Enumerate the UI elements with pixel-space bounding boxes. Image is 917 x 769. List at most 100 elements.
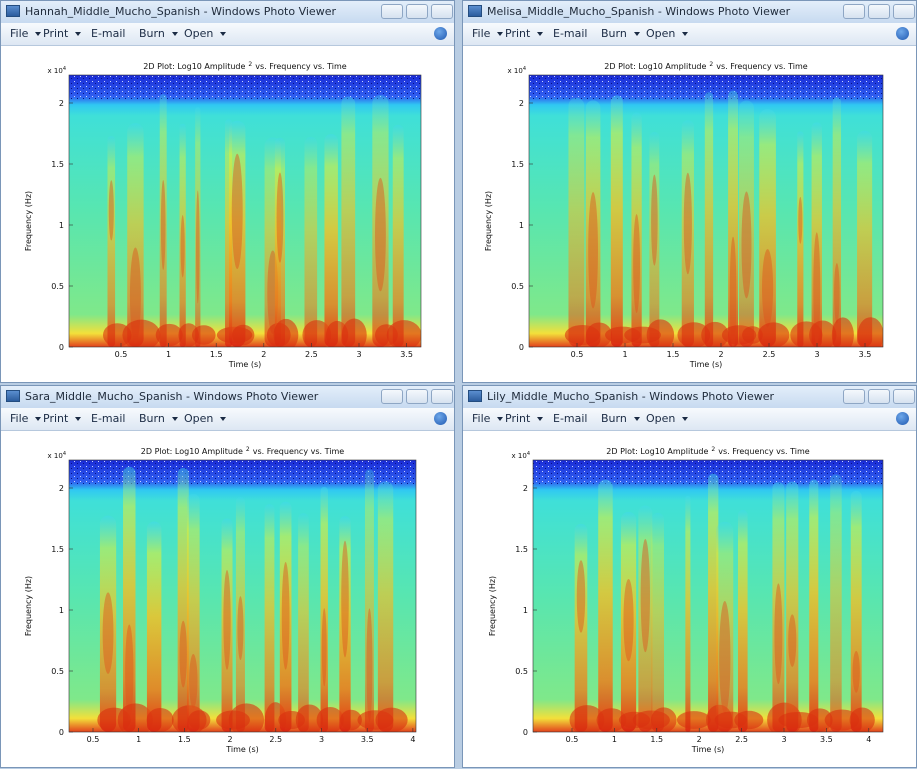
speech-burst	[809, 480, 818, 732]
formant-energy	[181, 215, 185, 277]
maximize-button[interactable]	[406, 4, 428, 19]
spectrogram	[69, 460, 416, 738]
menu-item[interactable]: E-mail	[553, 27, 588, 40]
menu-item[interactable]: Open	[646, 27, 688, 40]
speech-burst	[738, 510, 748, 732]
menu-item[interactable]: Open	[184, 27, 226, 40]
window-title: Hannah_Middle_Mucho_Spanish - Windows Ph…	[25, 5, 336, 18]
y-exponent: x 104	[48, 451, 66, 460]
x-tick-label: 0.5	[571, 350, 584, 359]
x-tick-label: 2.5	[305, 350, 318, 359]
y-tick-label: 1.5	[511, 160, 524, 169]
x-tick-label: 3.5	[361, 735, 374, 744]
y-tick-label: 1.5	[51, 545, 64, 554]
formant-energy	[189, 654, 197, 708]
menu-item[interactable]: Burn	[139, 412, 178, 425]
low-frequency-energy	[192, 325, 216, 344]
menu-item[interactable]: File	[10, 27, 41, 40]
minimize-button[interactable]	[843, 389, 865, 404]
x-axis-label: Time (s)	[689, 360, 723, 369]
y-tick-label: 0	[519, 343, 524, 352]
low-frequency-energy	[647, 319, 674, 350]
close-button[interactable]	[893, 389, 915, 404]
y-tick-label: 0	[523, 728, 528, 737]
y-tick-label: 2	[523, 484, 528, 493]
plot-title: 2D Plot: Log10 Amplitude2vs. Frequency v…	[606, 446, 809, 456]
high-frequency-noise	[69, 75, 421, 99]
y-axis-label: Frequency (Hz)	[488, 576, 497, 636]
speech-burst	[611, 95, 623, 347]
speech-burst	[598, 480, 613, 732]
help-button[interactable]	[434, 27, 447, 40]
menu-bar: FilePrint E-mail Burn Open	[463, 408, 916, 431]
formant-energy	[651, 175, 658, 266]
close-button[interactable]	[431, 4, 453, 19]
speech-burst	[652, 513, 664, 732]
formant-energy	[788, 614, 796, 666]
menu-item[interactable]: Print	[43, 412, 81, 425]
x-tick-label: 4	[410, 735, 415, 744]
formant-energy	[180, 621, 187, 688]
menu-item[interactable]: Print	[505, 27, 543, 40]
x-tick-label: 2	[697, 735, 702, 744]
photo-viewer-window: Sara_Middle_Mucho_Spanish - Windows Phot…	[0, 385, 455, 768]
menu-item[interactable]: Burn	[601, 412, 640, 425]
speech-burst	[107, 136, 115, 347]
close-button[interactable]	[431, 389, 453, 404]
x-tick-label: 1	[136, 735, 141, 744]
speech-burst	[857, 131, 872, 347]
maximize-button[interactable]	[406, 389, 428, 404]
y-tick-label: 0.5	[51, 282, 64, 291]
help-button[interactable]	[896, 27, 909, 40]
formant-energy	[109, 180, 114, 240]
x-tick-label: 1	[166, 350, 171, 359]
formant-energy	[742, 192, 752, 299]
menu-item[interactable]: Burn	[139, 27, 178, 40]
plot-title-superscript: 2	[248, 61, 252, 68]
desktop: Hannah_Middle_Mucho_Spanish - Windows Ph…	[0, 0, 917, 769]
y-exponent-base: x 10	[48, 67, 63, 75]
menu-item[interactable]: File	[10, 412, 41, 425]
x-tick-label: 3	[356, 350, 361, 359]
menu-item[interactable]: File	[472, 412, 503, 425]
menu-item[interactable]: E-mail	[91, 412, 126, 425]
minimize-button[interactable]	[381, 389, 403, 404]
x-tick-label: 1.5	[667, 350, 680, 359]
menu-bar: FilePrint E-mail Burn Open	[1, 408, 454, 431]
x-tick-label: 1.5	[650, 735, 663, 744]
maximize-button[interactable]	[868, 389, 890, 404]
formant-energy	[762, 249, 773, 327]
menu-item[interactable]: Print	[43, 27, 81, 40]
plot-title: 2D Plot: Log10 Amplitude2vs. Frequency v…	[143, 61, 346, 71]
y-exponent-superscript: 4	[523, 66, 526, 72]
x-tick-label: 2	[718, 350, 723, 359]
help-button[interactable]	[434, 412, 447, 425]
window-title: Lily_Middle_Mucho_Spanish - Windows Phot…	[487, 390, 774, 403]
menu-item[interactable]: Open	[646, 412, 688, 425]
minimize-button[interactable]	[843, 4, 865, 19]
menu-item[interactable]: Open	[184, 412, 226, 425]
speech-burst	[304, 137, 317, 347]
y-exponent: x 104	[512, 451, 530, 460]
close-button[interactable]	[893, 4, 915, 19]
menu-item[interactable]: Burn	[601, 27, 640, 40]
menu-item[interactable]: File	[472, 27, 503, 40]
x-tick-label: 3.5	[859, 350, 872, 359]
plot-title-rest: vs. Frequency vs. Time	[253, 447, 345, 456]
plot-title-rest: vs. Frequency vs. Time	[716, 62, 808, 71]
formant-energy	[684, 173, 692, 274]
app-icon	[468, 5, 482, 17]
x-tick-label: 3.5	[820, 735, 833, 744]
title-bar: Hannah_Middle_Mucho_Spanish - Windows Ph…	[1, 1, 454, 23]
maximize-button[interactable]	[868, 4, 890, 19]
minimize-button[interactable]	[381, 4, 403, 19]
speech-burst	[378, 481, 393, 732]
speech-burst	[830, 474, 842, 732]
menu-item[interactable]: E-mail	[553, 412, 588, 425]
menu-item[interactable]: Print	[505, 412, 543, 425]
app-icon	[6, 390, 20, 402]
menu-item[interactable]: E-mail	[91, 27, 126, 40]
help-button[interactable]	[896, 412, 909, 425]
formant-energy	[322, 608, 327, 686]
